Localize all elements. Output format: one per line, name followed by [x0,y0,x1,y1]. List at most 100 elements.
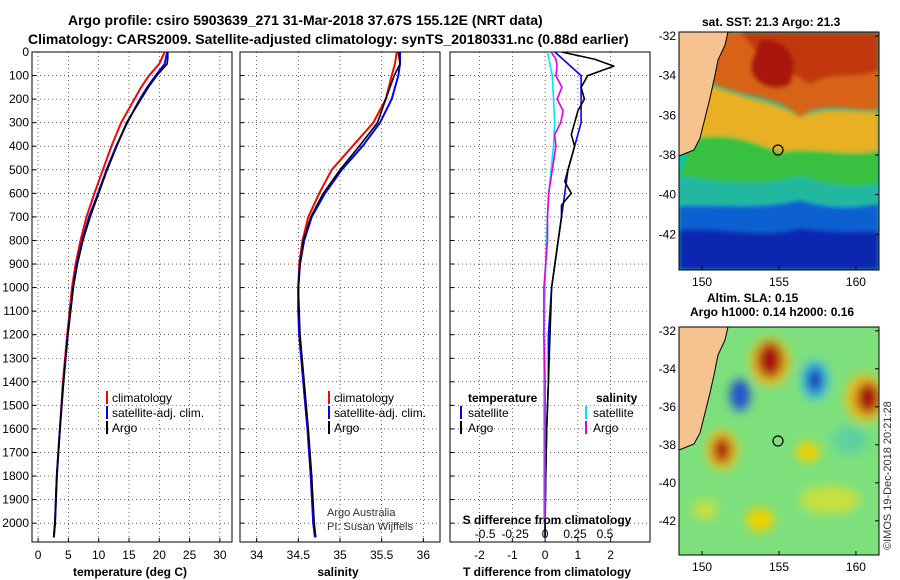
salinity-profile-plot: 34 34.5 35 35.5 36 [240,51,440,562]
legend-label-satellite: satellite-adj. clim. [334,406,426,420]
x-tick-label: 36 [417,548,431,562]
depth-tick-label: 1200 [2,328,29,342]
salinity-legend: climatology satellite-adj. clim. Argo Ar… [327,391,426,533]
depth-tick-label: 1000 [2,281,29,295]
title-line2: Climatology: CARS2009. Satellite-adjuste… [28,31,629,47]
series-line-argo [297,52,401,538]
s-diff-tick-label: 0.5 [597,527,614,541]
depth-tick-label: 400 [9,139,29,153]
sla-land [679,327,729,451]
legend-label-t-argo: Argo [468,421,494,435]
legend-title-temperature: temperature [468,391,538,405]
legend-label-t-satellite: satellite [468,406,509,420]
depth-tick-label: 1900 [2,493,29,507]
x-tick-label: 0 [542,548,549,562]
map-lat-tick-label: -38 [659,148,677,162]
depth-tick-label: 1300 [2,351,29,365]
sla-map: Altim. SLA: 0.15 Argo h1000: 0.14 h2000:… [659,291,880,574]
difference-legend: temperature satellite Argo salinity sate… [460,391,638,435]
x-tick-label: 34.5 [287,548,311,562]
s-diff-tick-label: -0.5 [475,527,496,541]
x-tick-label: -2 [474,548,485,562]
series-line-t-argo [544,52,615,538]
map-lat-tick-label: -40 [659,476,677,490]
imos-watermark: ©IMOS 19-Dec-2018 20:21:28 [882,401,894,550]
series-group [543,52,615,538]
map-lat-tick-label: -36 [659,400,677,414]
sst-map-ticks: 150 155 160 -32 -34 -36 -38 -40 -42 [659,29,879,289]
sla-argo-marker [772,435,784,447]
temperature-xlabel: temperature (deg C) [73,565,187,579]
x-tick-label: 35 [333,548,347,562]
legend-title-salinity: salinity [596,391,638,405]
sst-argo-marker [772,144,784,156]
legend-label-s-argo: Argo [593,421,619,435]
s-diff-tick-label: 0 [542,527,549,541]
depth-tick-label: 800 [9,233,29,247]
series-group [52,52,169,538]
series-group [297,52,401,538]
sst-map-title: sat. SST: 21.3 Argo: 21.3 [702,15,841,29]
map-lon-tick-label: 150 [692,560,712,574]
legend-label-climatology: climatology [334,391,394,405]
temperature-profile-plot: 0 5 10 15 20 25 30 [32,51,232,562]
map-lat-tick-label: -42 [659,227,677,241]
credit-pi: PI: Susan Wijffels [327,521,413,533]
title-line1: Argo profile: csiro 5903639_271 31-Mar-2… [68,12,543,28]
x-tick-label: 2 [607,548,614,562]
map-lat-tick-label: -40 [659,188,677,202]
difference-plot-frame [449,51,651,543]
depth-tick-label: 2000 [2,516,29,530]
x-tick-label: 0 [35,548,42,562]
salinity-xlabel: salinity [317,565,359,579]
x-tick-label: 20 [153,548,167,562]
temperature-plot-frame [31,51,233,543]
sdiff-xlabel: S difference from climatology [463,513,632,527]
depth-tick-label: 600 [9,186,29,200]
depth-tick-label: 700 [9,210,29,224]
map-lon-tick-label: 160 [846,560,866,574]
map-lat-tick-label: -34 [659,362,677,376]
x-tick-label: 15 [122,548,136,562]
depth-tick-label: 900 [9,257,29,271]
series-line-s-argo [543,52,564,524]
x-tick-label: 35.5 [370,548,394,562]
temperature-legend: climatology satellite-adj. clim. Argo [106,391,204,435]
s-diff-tick-label: 0.25 [563,527,587,541]
depth-tick-label: 1100 [3,304,29,318]
map-lon-tick-label: 150 [692,275,712,289]
x-tick-label: -1 [507,548,518,562]
map-lat-tick-label: -42 [659,514,677,528]
depth-tick-label: 1700 [2,445,29,459]
depth-axis: 0 100 200 300 400 500 600 700 800 900 1000 1100 1200… [2,45,29,530]
credit-argo-australia: Argo Australia [327,507,396,519]
sst-map: sat. SST: 21.3 Argo: 21.3 150 155 160 -32 -3… [659,15,880,289]
sla-map-subtitle: Argo h1000: 0.14 h2000: 0.16 [690,305,854,319]
map-lon-tick-label: 160 [846,275,866,289]
map-lon-tick-label: 155 [769,275,789,289]
legend-label-argo: Argo [112,421,138,435]
sla-map-ticks: 150 155 160 -32 -34 -36 -38 -40 -42 [659,324,879,574]
difference-profile-plot: -2 -1 0 1 2 -0.5 -0.25 0 0.25 0.5 [450,51,650,562]
series-line-argo [53,52,169,538]
legend-label-climatology: climatology [112,391,172,405]
s-diff-tick-label: -0.25 [501,527,529,541]
legend-label-s-satellite: satellite [593,406,634,420]
x-tick-label: 5 [65,548,72,562]
depth-tick-label: 1400 [2,375,29,389]
depth-tick-label: 0 [22,45,29,59]
series-line-t-satellite [544,52,582,538]
x-tick-label: 34 [250,548,264,562]
tdiff-xlabel: T difference from climatology [463,565,631,579]
x-tick-label: 30 [213,548,227,562]
map-lat-tick-label: -32 [659,29,677,43]
sst-field [679,32,879,270]
series-line-climatology [52,52,166,538]
legend-label-argo: Argo [334,421,360,435]
map-lat-tick-label: -32 [659,324,677,338]
legend-label-satellite: satellite-adj. clim. [112,406,204,420]
x-tick-label: 1 [575,548,582,562]
x-tick-label: 25 [183,548,197,562]
sla-field [693,338,879,532]
